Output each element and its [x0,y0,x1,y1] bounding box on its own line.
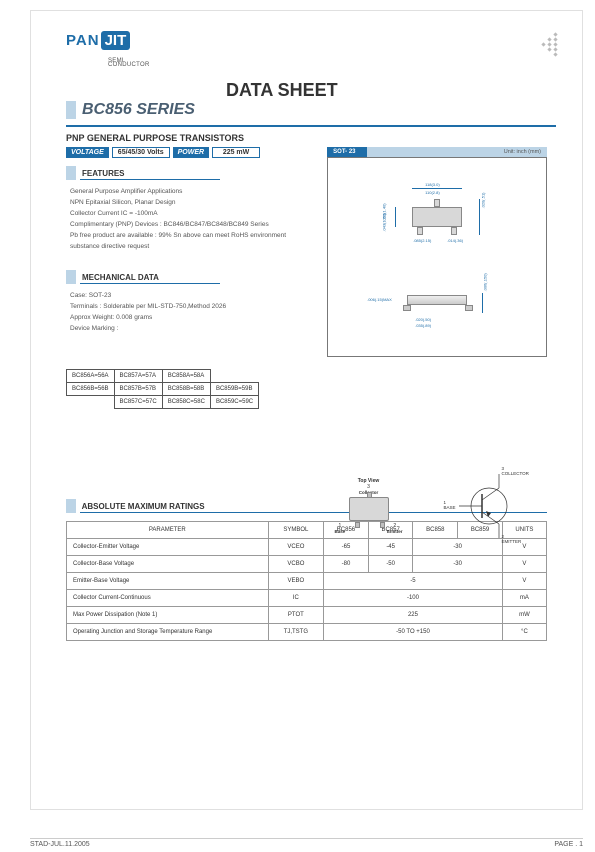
marking-cell: BC859B=59B [210,383,258,396]
amr-symbol: IC [268,590,324,607]
marking-cell: BC858A=58A [162,370,210,383]
package-header: SOT- 23 Unit: inch (mm) [327,147,547,157]
amr-val: -50 [368,556,413,573]
package-label: SOT- 23 [327,147,367,157]
pin-2-label: Emitter [387,529,403,534]
feature-item: Collector Current IC = -100mA [70,208,315,219]
marking-table: BC856A=56A BC857A=57A BC858A=58A BC856B=… [66,369,259,409]
amr-param: Operating Junction and Storage Temperatu… [67,624,269,641]
marking-cell: BC856A=56A [67,370,115,383]
logo-text-jit: JIT [101,31,131,50]
amr-symbol: VEBO [268,573,324,590]
amr-symbol: TJ,TSTG [268,624,324,641]
marking-cell: BC856B=56B [67,383,115,396]
page-footer: STAD-JUL.11.2005 PAGE . 1 [30,838,583,848]
schematic-col-label: COLLECTOR [502,471,529,476]
feature-item: Complimentary (PNP) Devices : BC846/BC84… [70,219,315,230]
marking-cell: BC858B=58B [162,383,210,396]
feature-item: Pb free product are available : 99% Sn a… [70,230,315,241]
amr-symbol: VCBO [268,556,324,573]
amr-param: Emitter-Base Voltage [67,573,269,590]
amr-col-symbol: SYMBOL [268,522,324,539]
marking-cell: BC857C=57C [114,396,162,409]
features-list: General Purpose Amplifier Applications N… [70,186,315,252]
amr-param: Collector Current-Continuous [67,590,269,607]
amr-param: Max Power Dissipation (Note 1) [67,607,269,624]
mech-item: Approx Weight: 0.008 grams [70,312,315,323]
amr-unit: °C [502,624,546,641]
marking-cell: BC858C=58C [162,396,210,409]
marking-cell: BC857B=57B [114,383,162,396]
amr-param: Collector-Base Voltage [67,556,269,573]
amr-val: -5 [324,573,503,590]
page-title: DATA SHEET [226,80,547,101]
schematic-symbol: 3 COLLECTOR 1 BASE 2 EMITTER [444,466,534,546]
amr-val: 225 [324,607,503,624]
power-value: 225 mW [212,147,260,158]
mech-item: Case: SOT-23 [70,290,315,301]
package-drawing: 118(3.0) 110(2.8) .051(1.40) .043(1.10) … [327,157,547,357]
marking-cell-empty [67,396,115,409]
decorative-dots [542,33,557,58]
amr-unit: V [502,556,546,573]
amr-val: -50 TO +150 [324,624,503,641]
mech-item: Terminals : Solderable per MIL-STD-750,M… [70,301,315,312]
schematic-base-label: BASE [444,505,456,510]
amr-unit: V [502,573,546,590]
series-block-icon [66,101,76,119]
amr-header: ABSOLUTE MAXIMUM RATINGS [80,499,260,513]
marking-cell-empty [210,370,258,383]
package-unit: Unit: inch (mm) [367,147,547,157]
pin-1-label: Base [335,529,346,534]
amr-val: -80 [324,556,369,573]
footer-page: PAGE . 1 [554,841,583,848]
logo: PAN JIT SEMI CONDUCTOR [66,31,547,68]
mechanical-header: MECHANICAL DATA [80,270,220,284]
mech-item: Device Marking : [70,323,315,334]
amr-param: Collector-Emitter Voltage [67,539,269,556]
footer-date: STAD-JUL.11.2005 [30,841,90,848]
amr-val: -100 [324,590,503,607]
marking-cell: BC857A=57A [114,370,162,383]
subtitle: PNP GENERAL PURPOSE TRANSISTORS [66,133,547,143]
series-title: BC856 SERIES [82,101,195,119]
amr-unit: mW [502,607,546,624]
section-block-icon [66,270,76,284]
voltage-value: 65/45/30 Volts [112,147,170,158]
spec-bar: VOLTAGE 65/45/30 Volts POWER 225 mW [66,147,315,158]
amr-unit: mA [502,590,546,607]
amr-val: -30 [413,556,502,573]
power-label: POWER [173,147,209,158]
voltage-label: VOLTAGE [66,147,109,158]
divider [66,125,556,127]
logo-subtitle-2: CONDUCTOR [108,62,547,68]
logo-text-pan: PAN [66,32,100,49]
topview-diagram: Top View 3 Collector 1 Base 2 Emitter [329,478,409,534]
feature-item: substance directive request [70,241,315,252]
features-header: FEATURES [80,166,220,180]
feature-item: NPN Epitaxial Silicon, Planar Design [70,197,315,208]
amr-col-param: PARAMETER [67,522,269,539]
amr-symbol: PTOT [268,607,324,624]
amr-symbol: VCEO [268,539,324,556]
mechanical-list: Case: SOT-23 Terminals : Solderable per … [70,290,315,334]
section-block-icon [66,499,76,513]
feature-item: General Purpose Amplifier Applications [70,186,315,197]
schematic-emit-label: EMITTER [502,539,522,544]
marking-cell: BC859C=59C [210,396,258,409]
section-block-icon [66,166,76,180]
